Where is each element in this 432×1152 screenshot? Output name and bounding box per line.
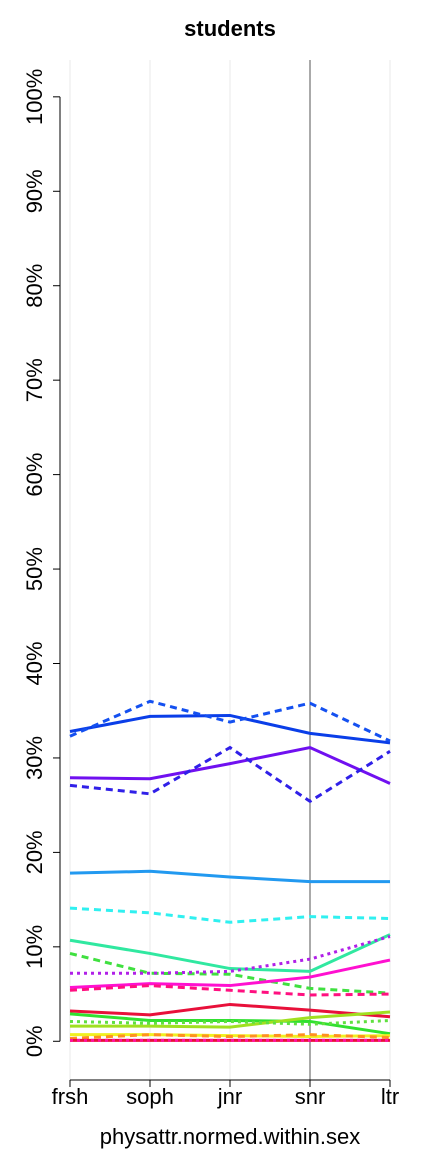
- series-line: [69, 933, 391, 973]
- series-line: [69, 951, 391, 995]
- series-line: [69, 869, 390, 884]
- x-tick-label: snr: [295, 1084, 326, 1109]
- series-line: [69, 1002, 391, 1019]
- series-line: [69, 1019, 391, 1026]
- series-line: [69, 1012, 391, 1036]
- chart-title: students: [184, 16, 276, 41]
- series-line: [69, 745, 391, 804]
- series-line: [69, 984, 391, 997]
- y-tick-label: 20%: [22, 830, 47, 874]
- series-line: [69, 1033, 391, 1040]
- y-tick-label: 40%: [22, 641, 47, 685]
- series-line: [69, 699, 391, 743]
- y-tick-label: 70%: [22, 358, 47, 402]
- series-line: [69, 713, 391, 745]
- y-tick-label: 50%: [22, 547, 47, 591]
- y-tick-label: 80%: [22, 264, 47, 308]
- series-line: [70, 935, 391, 975]
- y-tick-label: 100%: [22, 69, 47, 125]
- series-line: [69, 958, 391, 989]
- x-axis-label: physattr.normed.within.sex: [100, 1124, 360, 1149]
- series-line: [70, 1010, 391, 1029]
- y-tick-label: 60%: [22, 453, 47, 497]
- x-tick-label: ltr: [381, 1084, 399, 1109]
- series-line: [69, 906, 391, 924]
- x-tick-label: soph: [126, 1084, 174, 1109]
- y-tick-label: 90%: [22, 169, 47, 213]
- y-tick-label: 30%: [22, 736, 47, 780]
- x-tick-label: frsh: [52, 1084, 89, 1109]
- y-tick-label: 0%: [22, 1025, 47, 1057]
- y-tick-label: 10%: [22, 925, 47, 969]
- series-line: [69, 745, 391, 785]
- x-tick-label: jnr: [217, 1084, 242, 1109]
